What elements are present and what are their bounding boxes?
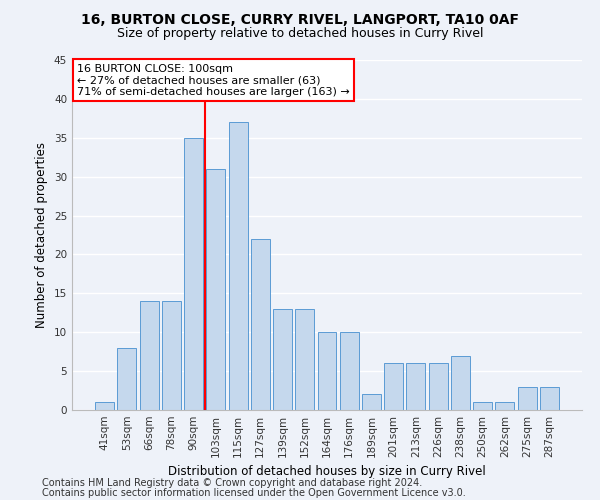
- Bar: [518, 386, 536, 410]
- Text: Size of property relative to detached houses in Curry Rivel: Size of property relative to detached ho…: [117, 28, 483, 40]
- Bar: [340, 332, 359, 410]
- Bar: [317, 332, 337, 410]
- Bar: [140, 301, 158, 410]
- Y-axis label: Number of detached properties: Number of detached properties: [35, 142, 49, 328]
- Bar: [496, 402, 514, 410]
- Bar: [429, 364, 448, 410]
- X-axis label: Distribution of detached houses by size in Curry Rivel: Distribution of detached houses by size …: [168, 466, 486, 478]
- Bar: [251, 239, 270, 410]
- Bar: [95, 402, 114, 410]
- Text: Contains public sector information licensed under the Open Government Licence v3: Contains public sector information licen…: [42, 488, 466, 498]
- Bar: [162, 301, 181, 410]
- Bar: [384, 364, 403, 410]
- Bar: [118, 348, 136, 410]
- Text: 16 BURTON CLOSE: 100sqm
← 27% of detached houses are smaller (63)
71% of semi-de: 16 BURTON CLOSE: 100sqm ← 27% of detache…: [77, 64, 350, 96]
- Text: Contains HM Land Registry data © Crown copyright and database right 2024.: Contains HM Land Registry data © Crown c…: [42, 478, 422, 488]
- Bar: [451, 356, 470, 410]
- Bar: [295, 309, 314, 410]
- Bar: [540, 386, 559, 410]
- Text: 16, BURTON CLOSE, CURRY RIVEL, LANGPORT, TA10 0AF: 16, BURTON CLOSE, CURRY RIVEL, LANGPORT,…: [81, 12, 519, 26]
- Bar: [406, 364, 425, 410]
- Bar: [362, 394, 381, 410]
- Bar: [229, 122, 248, 410]
- Bar: [184, 138, 203, 410]
- Bar: [273, 309, 292, 410]
- Bar: [206, 169, 225, 410]
- Bar: [473, 402, 492, 410]
